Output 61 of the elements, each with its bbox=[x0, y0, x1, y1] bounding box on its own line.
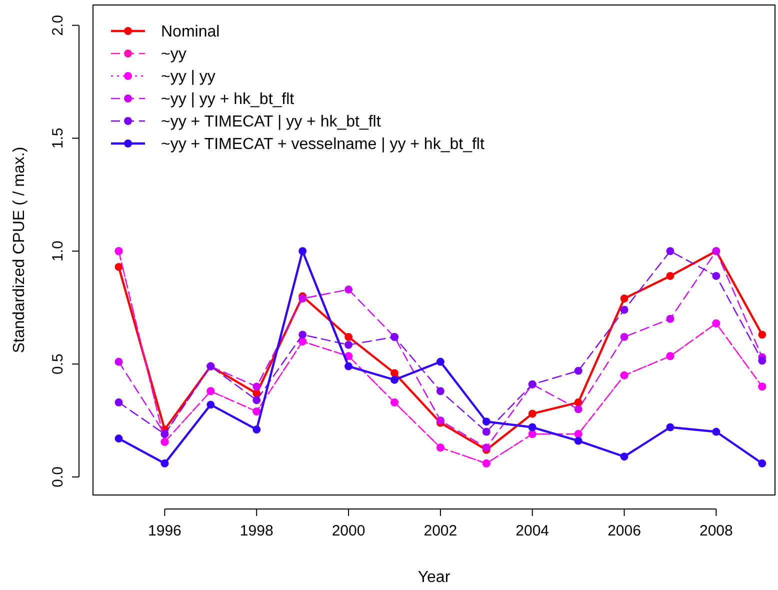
point bbox=[574, 366, 582, 375]
legend-label: Nominal bbox=[161, 24, 220, 41]
point bbox=[482, 428, 490, 436]
x-tick-label: 2008 bbox=[699, 522, 733, 540]
y-tick-label: 0.0 bbox=[49, 466, 66, 488]
point bbox=[574, 436, 582, 445]
legend-label: ~yy bbox=[161, 46, 186, 64]
point bbox=[620, 294, 628, 303]
point bbox=[482, 418, 490, 426]
point bbox=[298, 294, 307, 303]
point bbox=[758, 330, 766, 339]
point bbox=[666, 423, 674, 432]
point bbox=[712, 272, 720, 280]
point bbox=[620, 452, 628, 461]
point bbox=[666, 314, 674, 323]
y-tick-label: 1.0 bbox=[49, 240, 66, 262]
point bbox=[390, 376, 398, 384]
x-axis-title: Year bbox=[418, 569, 451, 586]
x-tick-label: 2004 bbox=[516, 522, 550, 540]
point bbox=[666, 247, 674, 256]
point bbox=[298, 330, 307, 339]
point bbox=[758, 356, 766, 365]
point bbox=[206, 400, 215, 409]
point bbox=[574, 405, 582, 414]
point bbox=[114, 398, 123, 406]
legend-label: ~yy | yy + hk_bt_flt bbox=[161, 91, 295, 108]
x-tick-label: 2000 bbox=[332, 522, 366, 540]
point bbox=[620, 332, 628, 341]
legend-label: ~yy + TIMECAT + vesselname | yy + hk_bt_flt bbox=[161, 136, 485, 154]
point bbox=[528, 410, 536, 418]
legend-label: ~yy + TIMECAT | yy + hk_bt_flt bbox=[161, 114, 382, 131]
point bbox=[436, 387, 444, 396]
point bbox=[436, 416, 444, 424]
y-axis-title: Standardized CPUE ( / max.) bbox=[11, 146, 28, 354]
point bbox=[252, 382, 261, 391]
y-tick-label: 1.5 bbox=[49, 128, 66, 149]
legend-label: ~yy | yy bbox=[161, 68, 216, 86]
x-tick-label: 1998 bbox=[240, 522, 274, 540]
point bbox=[344, 362, 353, 370]
point bbox=[436, 358, 444, 366]
y-tick-label: 0.5 bbox=[49, 354, 66, 374]
point bbox=[344, 286, 353, 294]
point bbox=[344, 340, 353, 349]
point bbox=[252, 426, 261, 434]
x-tick-label: 1996 bbox=[148, 522, 182, 540]
point bbox=[758, 459, 766, 468]
point bbox=[620, 306, 628, 314]
point bbox=[114, 358, 123, 366]
point bbox=[252, 396, 261, 404]
point bbox=[114, 434, 123, 443]
point bbox=[160, 459, 169, 468]
x-tick-label: 2002 bbox=[424, 522, 458, 540]
point bbox=[298, 247, 307, 256]
point bbox=[528, 423, 536, 432]
x-tick-label: 2006 bbox=[608, 522, 641, 540]
point bbox=[712, 428, 720, 436]
point bbox=[344, 332, 353, 341]
point bbox=[114, 262, 123, 271]
point bbox=[666, 272, 674, 280]
y-tick-label: 2.0 bbox=[49, 14, 66, 36]
point bbox=[390, 369, 398, 378]
